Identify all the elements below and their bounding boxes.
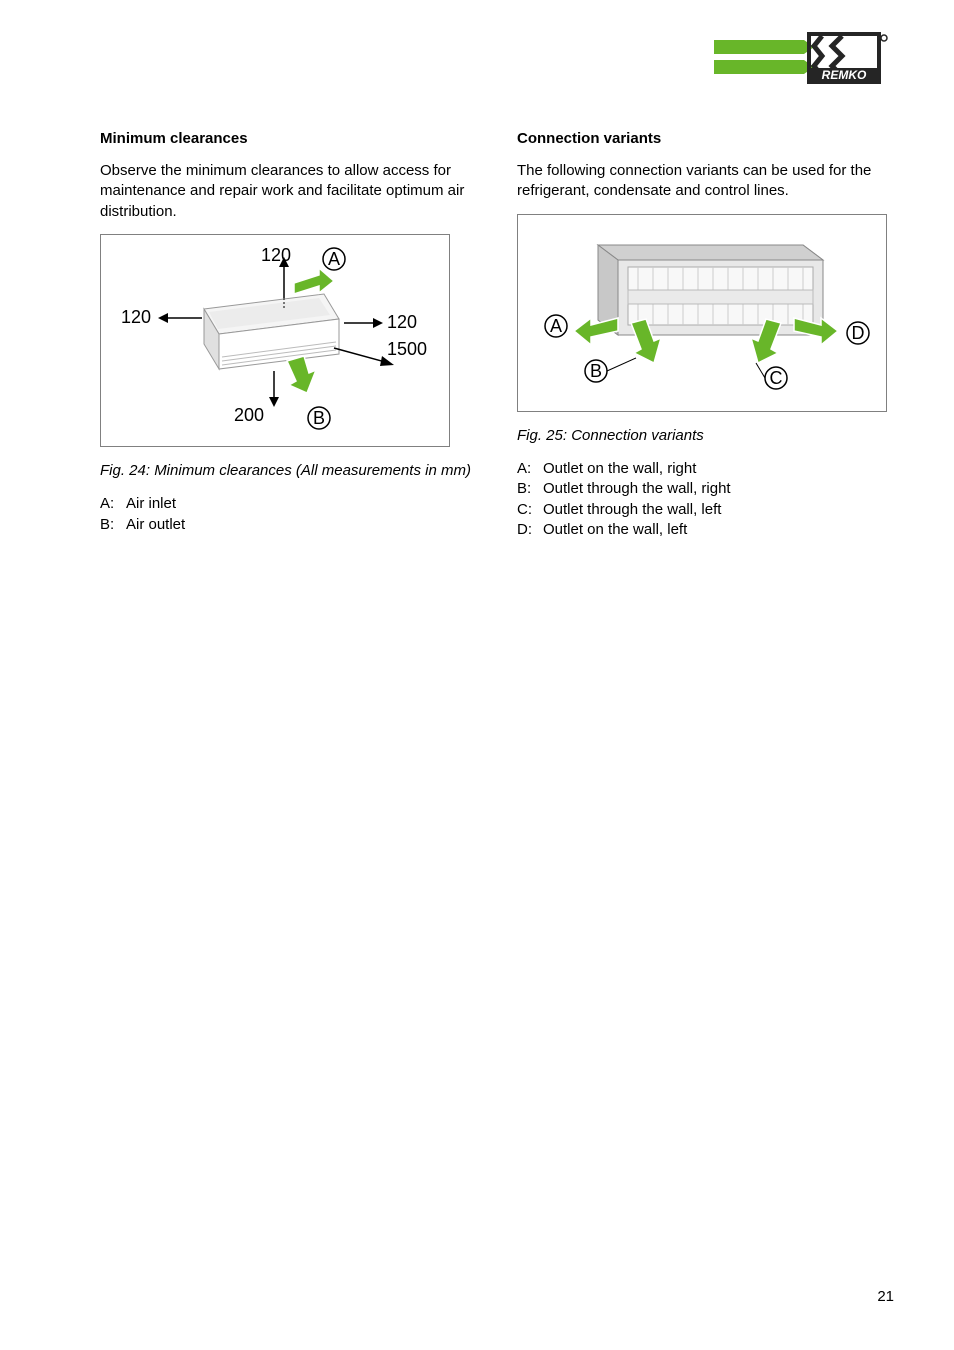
page-number: 21 <box>877 1288 894 1305</box>
legend-item: A: Outlet on the wall, right <box>517 459 894 479</box>
brand-logo: REMKO REMKO <box>714 30 894 85</box>
legend-item: B: Outlet through the wall, right <box>517 479 894 499</box>
svg-text:200: 200 <box>234 405 264 425</box>
legend-val: Outlet on the wall, left <box>543 520 894 540</box>
figure-24: 120 A 120 120 <box>100 234 450 447</box>
right-paragraph: The following connection variants can be… <box>517 161 894 202</box>
legend-item: A: Air inlet <box>100 494 477 514</box>
legend-val: Air outlet <box>126 515 477 535</box>
legend-key: A: <box>517 459 543 479</box>
svg-text:120: 120 <box>121 307 151 327</box>
legend-item: C: Outlet through the wall, left <box>517 500 894 520</box>
legend-val: Outlet through the wall, left <box>543 500 894 520</box>
svg-text:A: A <box>550 316 562 336</box>
legend-item: B: Air outlet <box>100 515 477 535</box>
left-paragraph: Observe the minimum clearances to allow … <box>100 161 477 222</box>
legend-key: C: <box>517 500 543 520</box>
legend-item: D: Outlet on the wall, left <box>517 520 894 540</box>
legend-key: A: <box>100 494 126 514</box>
figure-25-legend: A: Outlet on the wall, right B: Outlet t… <box>517 459 894 540</box>
svg-text:REMKO: REMKO <box>822 68 867 82</box>
svg-text:C: C <box>770 368 783 388</box>
legend-key: B: <box>100 515 126 535</box>
left-column: Minimum clearances Observe the minimum c… <box>100 130 477 540</box>
legend-val: Air inlet <box>126 494 477 514</box>
svg-text:1500: 1500 <box>387 339 427 359</box>
right-heading: Connection variants <box>517 130 894 147</box>
figure-24-legend: A: Air inlet B: Air outlet <box>100 494 477 535</box>
left-heading: Minimum clearances <box>100 130 477 147</box>
svg-text:A: A <box>328 249 340 269</box>
legend-val: Outlet through the wall, right <box>543 479 894 499</box>
legend-key: D: <box>517 520 543 540</box>
svg-text:D: D <box>852 323 865 343</box>
right-column: Connection variants The following connec… <box>517 130 894 540</box>
svg-text:B: B <box>313 408 325 428</box>
figure-25-caption: Fig. 25: Connection variants <box>517 426 894 446</box>
svg-text:120: 120 <box>261 245 291 265</box>
svg-text:120: 120 <box>387 312 417 332</box>
figure-24-caption: Fig. 24: Minimum clearances (All measure… <box>100 461 477 481</box>
svg-text:B: B <box>590 361 602 381</box>
legend-val: Outlet on the wall, right <box>543 459 894 479</box>
figure-25: A B C D <box>517 214 887 412</box>
legend-key: B: <box>517 479 543 499</box>
